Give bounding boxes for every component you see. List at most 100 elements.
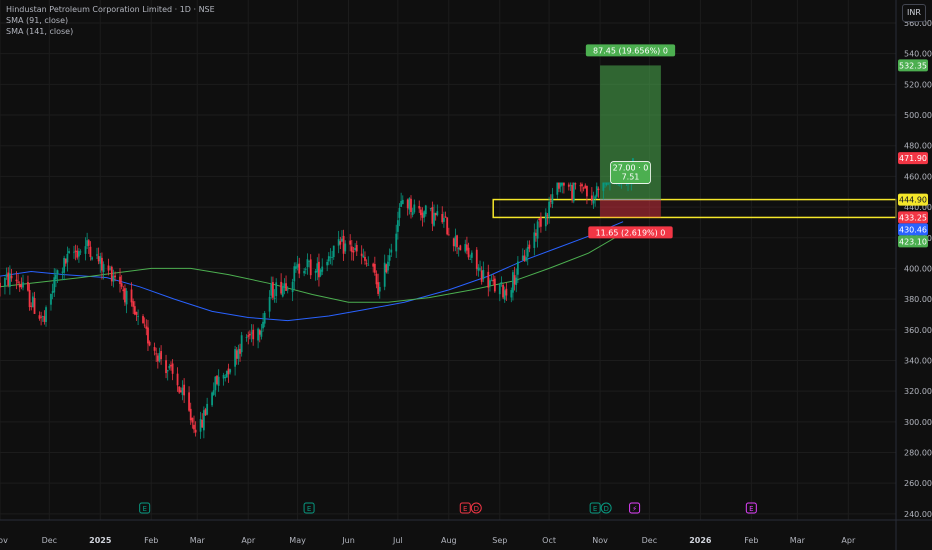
target-label: 87.45 (19.656%) 0: [593, 46, 668, 55]
candle-body: [457, 247, 460, 250]
candle-body: [367, 264, 370, 266]
candle-body: [421, 212, 424, 218]
time-axis[interactable]: Nov Dec 2025 Feb Mar Apr May Jun Jul Aug Sep Oct Nov…: [0, 519, 932, 545]
candle-body: [339, 241, 342, 245]
candle-body: [33, 298, 36, 314]
candle-body: [87, 240, 90, 246]
candle-body: [202, 410, 205, 431]
candle-body: [248, 333, 251, 336]
candle-body: [257, 328, 260, 341]
candle-body: [268, 296, 271, 312]
candle-body: [327, 256, 330, 262]
candle-body: [250, 332, 253, 334]
sma-141-legend[interactable]: SMA (141, close): [6, 27, 74, 36]
candle-body: [165, 360, 167, 374]
candle-body: [490, 280, 493, 282]
candle-body: [227, 368, 230, 375]
candle-body: [142, 316, 144, 324]
candle-body: [158, 352, 161, 362]
x-tick-label: 2026: [689, 536, 712, 545]
candle-body: [5, 274, 8, 277]
candle-body: [176, 373, 179, 386]
candle-body: [119, 276, 121, 284]
price-tag: 430.46: [899, 225, 927, 234]
currency-button[interactable]: INR: [902, 4, 926, 22]
candle-body: [535, 232, 537, 236]
candle-body: [147, 327, 149, 344]
x-tick-label: Feb: [744, 536, 758, 545]
candle-body: [148, 341, 151, 346]
candle-body: [408, 198, 411, 210]
candle-body: [234, 349, 236, 367]
candle-body: [433, 212, 435, 226]
event-label: ⚡: [632, 505, 637, 513]
candle-body: [112, 276, 115, 282]
y-tick-label: 260.00: [904, 479, 932, 488]
ratio-value: 7.51: [622, 173, 640, 182]
candle-body: [538, 218, 541, 221]
candle-body: [114, 275, 116, 278]
event-markers[interactable]: E E E D E D ⚡ E: [139, 502, 757, 514]
candle-body: [512, 272, 514, 293]
candle-body: [309, 259, 312, 276]
candle-body: [567, 184, 570, 187]
y-tick-label: 320.00: [904, 387, 932, 396]
event-marker: [629, 502, 641, 514]
candle-body: [273, 297, 276, 299]
candle-body: [533, 232, 536, 248]
x-tick-label: Dec: [642, 536, 657, 545]
long-position-tool[interactable]: [600, 65, 661, 218]
candle-body: [362, 255, 365, 258]
event-marker: [459, 502, 471, 514]
candle-body: [388, 255, 391, 261]
price-tag: 471.90: [899, 154, 927, 163]
candle-body: [372, 263, 375, 267]
candle-body: [193, 424, 195, 430]
candle-body: [536, 221, 539, 239]
candle-body: [447, 234, 450, 236]
candle-body: [291, 281, 294, 293]
candle-body: [303, 271, 306, 274]
candle-body: [423, 211, 426, 218]
candle-body: [191, 417, 194, 423]
candle-body: [263, 312, 266, 324]
y-tick-label: 240.00: [904, 510, 932, 519]
candle-body: [441, 213, 444, 223]
candle-body: [76, 250, 79, 258]
candle-body: [225, 371, 228, 378]
candle-body: [331, 257, 333, 258]
candle-body: [262, 321, 264, 329]
candle-body: [418, 205, 421, 209]
candle-body: [342, 235, 345, 254]
event-marker: [589, 502, 601, 514]
candle-body: [318, 261, 320, 278]
x-tick-label: Oct: [542, 536, 556, 545]
candle-body: [7, 272, 10, 286]
candle-body: [4, 278, 6, 287]
candle-body: [66, 253, 69, 263]
candle-body: [183, 384, 186, 396]
price-tag: 532.35: [899, 61, 927, 70]
price-tag-bg: [898, 152, 928, 165]
candle-body: [91, 257, 93, 260]
event-marker: [745, 502, 757, 514]
candle-body: [424, 205, 427, 215]
candle-body: [505, 288, 508, 296]
instrument-title[interactable]: Hindustan Petroleum Corporation Limited …: [6, 5, 215, 14]
candle-body: [516, 261, 519, 275]
sma-91-legend[interactable]: SMA (91, close): [6, 16, 69, 25]
candle-body: [341, 238, 343, 242]
price-tag: 423.10: [899, 237, 927, 246]
candle-body: [510, 290, 513, 298]
candle-body: [86, 240, 89, 247]
price-tag-bg: [898, 193, 928, 206]
candle-body: [178, 386, 181, 393]
candle-body: [378, 286, 381, 292]
y-tick-label: 560.00: [904, 19, 932, 28]
event-marker: [139, 502, 151, 514]
candle-body: [252, 329, 255, 340]
candle-body: [237, 349, 240, 359]
candle-body: [153, 347, 156, 351]
candle-body: [352, 250, 355, 253]
